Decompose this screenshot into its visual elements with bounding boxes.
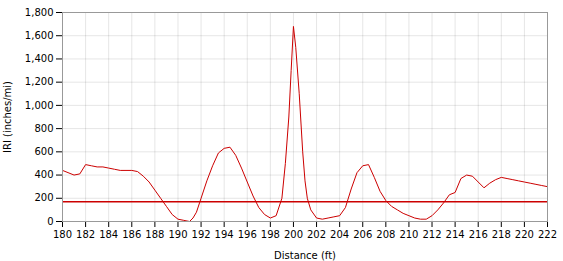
svg-text:184: 184 [99,229,118,240]
svg-text:220: 220 [515,229,534,240]
svg-text:188: 188 [145,229,164,240]
svg-text:400: 400 [34,169,53,180]
svg-text:1,200: 1,200 [25,76,54,87]
svg-text:206: 206 [353,229,372,240]
svg-text:196: 196 [238,229,257,240]
svg-text:600: 600 [34,146,53,157]
svg-text:212: 212 [422,229,441,240]
svg-text:182: 182 [76,229,95,240]
svg-text:218: 218 [492,229,511,240]
svg-text:222: 222 [538,229,557,240]
svg-text:IRI (inches/mi): IRI (inches/mi) [2,81,13,153]
svg-text:216: 216 [469,229,488,240]
svg-text:1,600: 1,600 [25,30,54,41]
svg-text:190: 190 [168,229,187,240]
svg-text:Distance (ft): Distance (ft) [274,250,336,261]
svg-text:0: 0 [47,216,53,227]
svg-text:200: 200 [284,229,303,240]
svg-text:1,400: 1,400 [25,53,54,64]
svg-text:214: 214 [446,229,465,240]
svg-text:1,000: 1,000 [25,100,54,111]
svg-text:204: 204 [330,229,349,240]
svg-text:192: 192 [192,229,211,240]
svg-text:202: 202 [307,229,326,240]
svg-text:200: 200 [34,192,53,203]
svg-text:210: 210 [399,229,418,240]
svg-text:180: 180 [53,229,72,240]
svg-text:1,800: 1,800 [25,7,54,18]
svg-text:198: 198 [261,229,280,240]
svg-text:800: 800 [34,123,53,134]
svg-text:194: 194 [215,229,234,240]
svg-text:186: 186 [122,229,141,240]
svg-text:208: 208 [376,229,395,240]
